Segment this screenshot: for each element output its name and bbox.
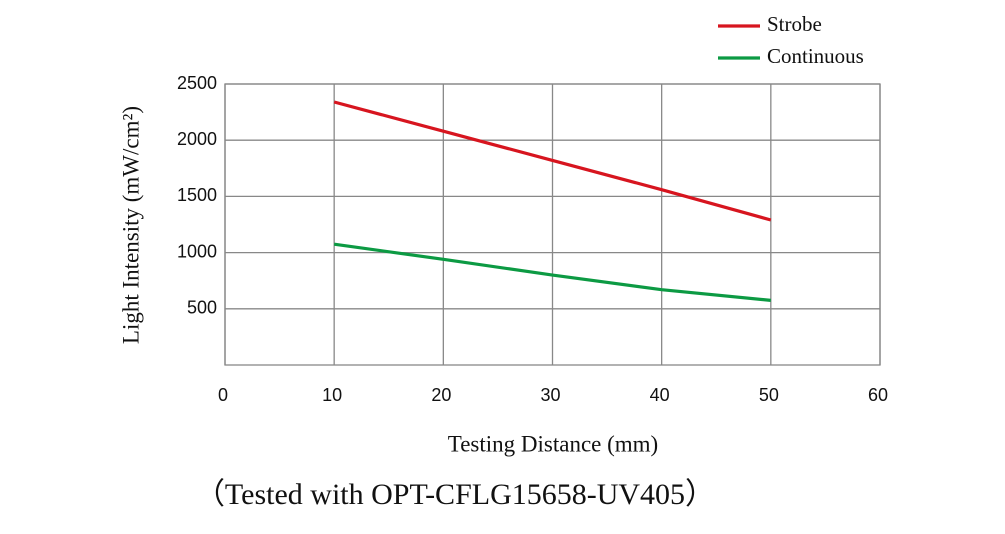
x-tick-label: 40 — [650, 385, 670, 405]
x-tick-label: 30 — [540, 385, 560, 405]
y-tick-label: 1500 — [177, 185, 217, 205]
x-tick-label: 20 — [431, 385, 451, 405]
y-axis-label: Light Intensity (mW/cm²) — [118, 106, 143, 344]
caption: （Tested with OPT-CFLG15658-UV405） — [195, 478, 715, 511]
x-tick-label: 0 — [218, 385, 228, 405]
legend-label: Continuous — [767, 44, 864, 68]
legend-label: Strobe — [767, 12, 822, 36]
x-tick-label: 50 — [759, 385, 779, 405]
x-tick-label: 10 — [322, 385, 342, 405]
data-line — [333, 242, 771, 302]
x-tick-label: 60 — [868, 385, 888, 405]
y-tick-label: 500 — [187, 298, 217, 318]
y-tick-label: 2000 — [177, 129, 217, 149]
y-tick-label: 1000 — [177, 241, 217, 261]
y-tick-label: 2500 — [177, 73, 217, 93]
data-line — [333, 100, 772, 222]
x-axis-label: Testing Distance (mm) — [448, 431, 658, 456]
